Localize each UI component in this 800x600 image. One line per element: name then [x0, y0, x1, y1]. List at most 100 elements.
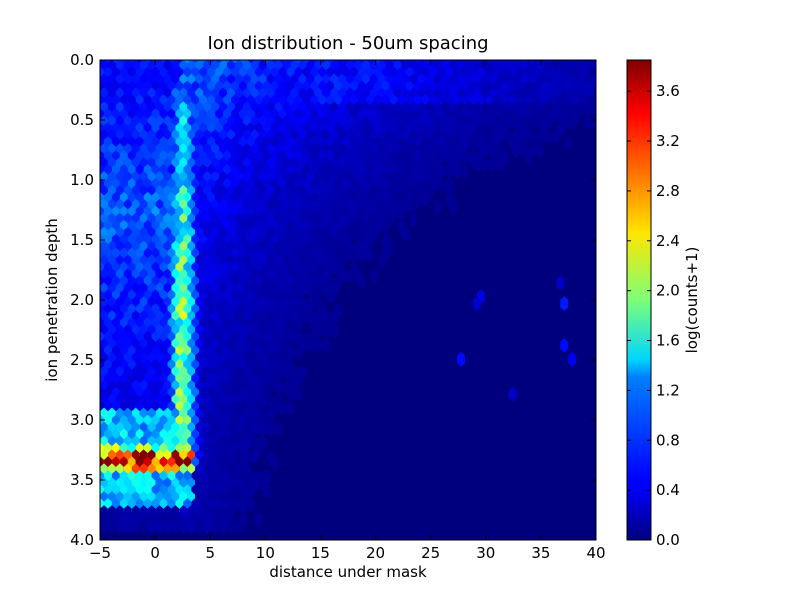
hex-cell — [92, 324, 100, 339]
hex-cell — [115, 519, 124, 534]
y-tick-label: 0.5 — [70, 111, 94, 129]
colorbar-tick-label: 3.2 — [656, 132, 680, 150]
hex-cell — [88, 94, 96, 109]
y-tick-label: 1.5 — [70, 231, 94, 249]
hex-cell — [437, 177, 446, 193]
hex-cell — [246, 498, 255, 513]
hex-cell — [88, 275, 96, 290]
hex-cell — [596, 81, 604, 96]
hex-cell — [409, 198, 418, 214]
hex-cell — [100, 519, 108, 534]
hex-cell — [457, 351, 465, 367]
hex-cell — [480, 157, 489, 172]
hex-cell — [592, 101, 596, 117]
hex-cell — [512, 143, 521, 158]
hex-cell — [306, 338, 315, 353]
hex-cell — [147, 519, 156, 534]
hex-cell — [155, 519, 164, 534]
hex-cell — [88, 150, 96, 165]
hex-cell — [179, 519, 188, 534]
hex-cell — [92, 143, 100, 158]
hex-cell — [270, 456, 279, 471]
hex-cell — [584, 115, 592, 130]
hex-cell — [365, 247, 374, 263]
hex-cell — [322, 324, 331, 339]
hex-cell — [508, 386, 517, 402]
x-tick-label: −5 — [89, 544, 111, 562]
colorbar-label: log(counts+1) — [683, 247, 701, 354]
hex-cell — [568, 351, 577, 367]
hexbin-cells — [88, 53, 604, 534]
colorbar-tick-label: 3.6 — [656, 82, 680, 100]
hex-cell — [346, 268, 354, 284]
hex-cell — [88, 456, 96, 471]
hex-cell — [421, 191, 430, 207]
hex-cell — [473, 296, 481, 311]
hex-cell — [377, 254, 386, 270]
hex-cell — [322, 338, 331, 353]
x-tick-label: 30 — [476, 544, 495, 562]
hex-cell — [596, 108, 604, 123]
hex-cell — [234, 519, 243, 534]
x-tick-label: 15 — [311, 544, 330, 562]
hex-cell — [108, 519, 116, 534]
hex-cell — [92, 255, 100, 270]
hex-cell — [473, 157, 481, 172]
hex-cell — [568, 115, 577, 130]
colorbar-tick-label: 1.2 — [656, 381, 680, 399]
hex-cell — [238, 498, 247, 513]
hex-cell — [596, 53, 604, 68]
hex-cell — [92, 380, 100, 395]
x-tick-label: 35 — [531, 544, 550, 562]
hex-cell — [211, 519, 219, 534]
hex-cell — [92, 310, 100, 325]
hex-cell — [88, 206, 96, 221]
hex-cell — [592, 115, 596, 130]
hex-cell — [584, 101, 592, 117]
colorbar — [626, 59, 652, 541]
hex-cell — [330, 324, 339, 339]
x-axis-ticks: −5 0 5 10 15 20 25 30 35 40 — [89, 60, 606, 562]
hex-cell — [266, 421, 275, 437]
hex-cell — [560, 338, 569, 353]
hex-cell — [88, 317, 96, 332]
hex-cell — [187, 519, 196, 534]
hex-cell — [139, 519, 148, 534]
hex-cell — [294, 386, 303, 402]
hex-cell — [560, 296, 569, 311]
y-tick-label: 3.0 — [70, 411, 94, 429]
hex-cell — [274, 421, 283, 437]
hex-cell — [445, 177, 454, 193]
hex-cell — [131, 519, 140, 534]
hex-cell — [92, 157, 100, 172]
hex-cell — [449, 198, 458, 214]
hex-cell — [123, 519, 132, 534]
hex-cell — [536, 129, 545, 144]
colorbar-tick-label: 1.6 — [656, 332, 680, 350]
hex-cell — [397, 205, 406, 221]
hex-cell — [461, 164, 469, 179]
hex-cell — [357, 275, 366, 291]
hex-cell — [92, 129, 100, 144]
hex-cell — [286, 386, 295, 402]
hex-cell — [433, 198, 442, 214]
hex-cell — [250, 449, 259, 465]
y-axis-label: ion penetration depth — [43, 218, 61, 382]
x-tick-label: 10 — [256, 544, 275, 562]
y-tick-label: 3.5 — [70, 471, 94, 489]
hex-cell — [88, 442, 96, 457]
hex-cell — [496, 157, 505, 172]
x-tick-label: 0 — [150, 544, 160, 562]
hex-cell — [171, 519, 180, 534]
hex-cell — [88, 387, 96, 402]
y-tick-label: 2.0 — [70, 291, 94, 309]
hex-cell — [314, 338, 323, 353]
hex-cell — [88, 373, 96, 388]
hex-cell — [92, 505, 100, 520]
hex-cell — [556, 275, 565, 291]
hex-cell — [92, 199, 100, 214]
hex-cell — [381, 219, 390, 235]
hex-cell — [88, 512, 96, 527]
hex-cell — [274, 379, 283, 395]
colorbar-ticks: 0.0 0.4 0.8 1.2 1.6 2.0 2.4 2.8 3.2 3.6 — [627, 82, 680, 549]
